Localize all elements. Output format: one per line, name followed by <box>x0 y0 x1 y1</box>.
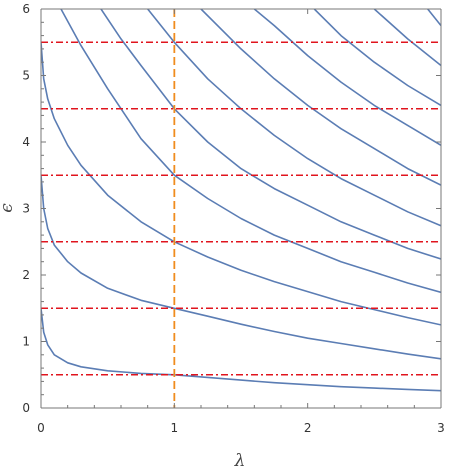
curve-8 <box>253 9 441 146</box>
curve-11 <box>427 9 441 27</box>
curve-5 <box>100 9 441 260</box>
y-tick-label: 0 <box>22 401 30 415</box>
y-tick-label: 3 <box>22 202 30 216</box>
curve-10 <box>373 9 441 67</box>
y-tick-label: 4 <box>22 135 30 149</box>
x-tick-label: 2 <box>304 421 312 435</box>
y-axis-title: ϵ <box>0 203 17 213</box>
y-tick-label: 5 <box>22 69 30 83</box>
curve-3 <box>41 42 441 326</box>
x-tick-label: 3 <box>437 421 445 435</box>
curve-6 <box>147 9 441 227</box>
curve-4 <box>60 9 441 294</box>
y-tick-label: 1 <box>22 335 30 349</box>
axes: 0 1 2 3 0 1 2 3 4 5 6 <box>22 2 444 435</box>
x-tick-label: 0 <box>37 421 45 435</box>
curve-7 <box>200 9 441 186</box>
x-tick-label: 1 <box>171 421 179 435</box>
y-tick-label: 2 <box>22 268 30 282</box>
y-tick-label: 6 <box>22 2 30 16</box>
x-axis-title: λ <box>234 451 246 471</box>
plot-area <box>41 9 441 408</box>
curve-2 <box>41 175 441 360</box>
curve-9 <box>313 9 441 107</box>
